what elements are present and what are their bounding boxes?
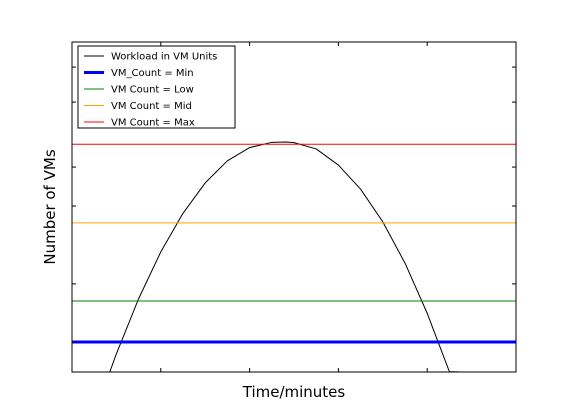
series-layer xyxy=(72,141,516,373)
legend-label-vm-count-max: VM Count = Max xyxy=(111,118,195,129)
legend-label-vm-count-min: VM_Count = Min xyxy=(111,68,194,79)
x-axis-label: Time/minutes xyxy=(242,383,346,401)
tick-layer xyxy=(72,42,516,372)
legend-label-workload-in-vm-units: Workload in VM Units xyxy=(111,52,217,63)
series-workload-in-vm-units xyxy=(109,141,462,373)
legend: Workload in VM Units VM_Count = Min VM Cou… xyxy=(77,45,236,129)
legend-items: Workload in VM Units VM_Count = Min VM Cou… xyxy=(84,52,217,129)
plot-frame xyxy=(71,41,517,373)
legend-frame xyxy=(77,45,236,129)
y-axis-label: Number of VMs xyxy=(41,149,59,264)
legend-label-vm-count-mid: VM Count = Mid xyxy=(111,101,192,112)
legend-label-vm-count-low: VM Count = Low xyxy=(111,85,194,96)
